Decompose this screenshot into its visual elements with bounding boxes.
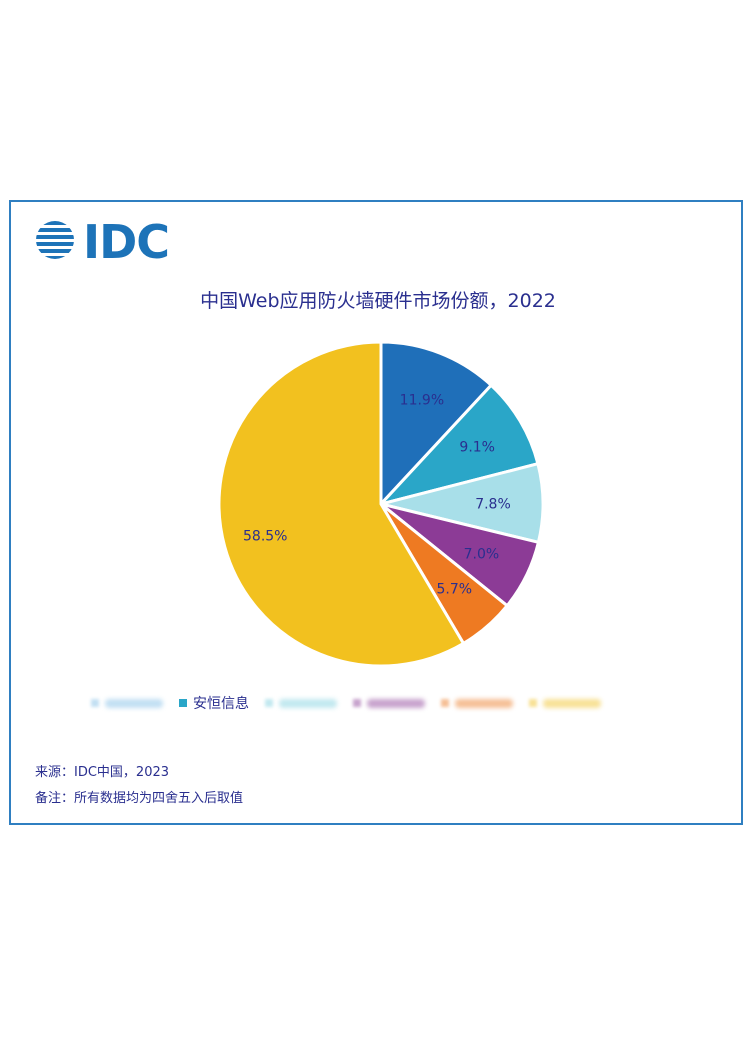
logo-text: IDC [83,215,170,269]
slice-label-1: 9.1% [459,440,495,456]
pie-slice-1 [376,383,540,507]
legend-item-2 [265,698,337,708]
chart-title: 中国Web应用防火墙硬件市场份额，2022 [200,290,556,312]
pie-chart: 11.9% 9.1% 7.8% 7.0% 5.7% 58.5% [217,340,545,668]
idc-logo: IDC [33,214,183,270]
slice-label-2: 7.8% [475,496,511,512]
legend-item-5 [529,698,601,708]
legend-swatch-3 [353,699,361,707]
legend-item-0 [91,698,163,708]
slice-label-5: 58.5% [243,529,287,545]
legend-swatch-5 [529,699,537,707]
legend-swatch-4 [441,699,449,707]
source-text: 来源：IDC中国，2023 [35,765,170,780]
legend-swatch-0 [91,699,99,707]
slice-label-0: 11.9% [400,393,444,409]
chart-legend: 安恒信息 [91,690,691,716]
legend-label-3 [367,698,425,708]
slice-label-3: 7.0% [464,547,500,563]
legend-swatch-1 [179,699,187,707]
idc-globe-icon [36,221,74,259]
pie-slice-5 [217,340,466,668]
legend-label-4 [455,698,513,708]
legend-label-5 [543,698,601,708]
note-text: 备注：所有数据均为四舍五入后取值 [35,791,244,806]
legend-item-1: 安恒信息 [179,693,249,713]
pie-slice-0 [379,340,494,508]
slice-label-4: 5.7% [436,582,472,598]
legend-label-2 [279,698,337,708]
legend-label-1: 安恒信息 [193,696,249,712]
chart-card: IDC 中国Web应用防火墙硬件市场份额，2022 11.9% 9.1% 7.8% 7… [9,200,743,825]
legend-item-3 [353,698,425,708]
legend-item-4 [441,698,513,708]
legend-swatch-2 [265,699,273,707]
legend-label-0 [105,698,163,708]
